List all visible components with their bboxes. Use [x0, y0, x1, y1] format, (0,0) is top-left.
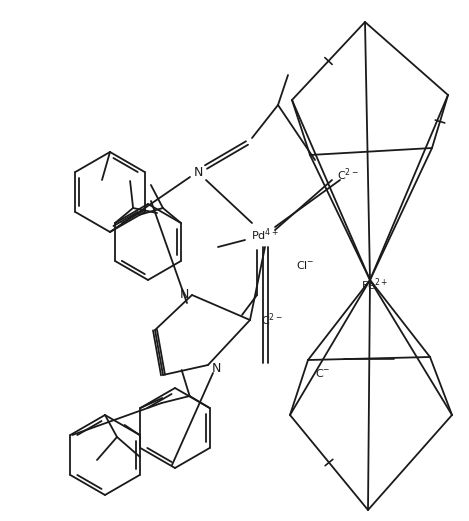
Text: N: N	[193, 166, 203, 179]
Text: C$^{2-}$: C$^{2-}$	[261, 312, 283, 328]
Text: C$^{2-}$: C$^{2-}$	[337, 167, 359, 183]
Text: N: N	[212, 362, 221, 375]
Text: C$^{-}$: C$^{-}$	[315, 367, 331, 379]
Text: N: N	[179, 289, 189, 302]
Text: Cl$^{-}$: Cl$^{-}$	[296, 259, 314, 271]
Text: Fe$^{2+}$: Fe$^{2+}$	[361, 277, 389, 293]
Text: Pd$^{4+}$: Pd$^{4+}$	[251, 227, 279, 243]
